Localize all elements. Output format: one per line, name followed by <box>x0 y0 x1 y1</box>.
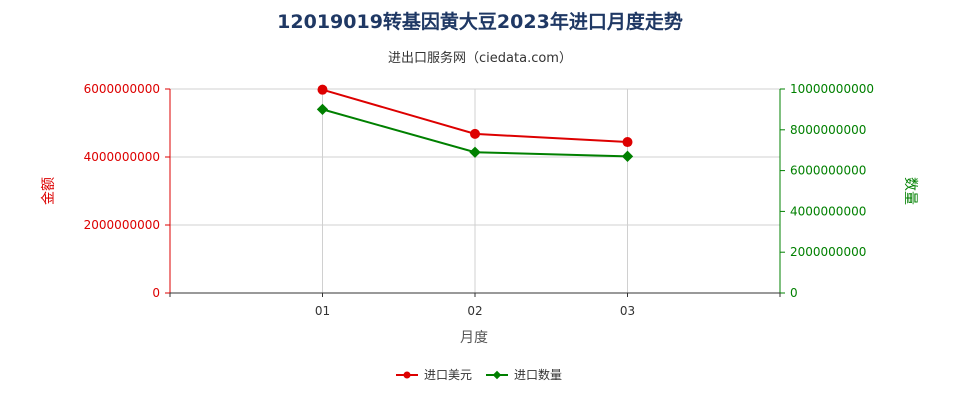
right-tick-label: 10000000000 <box>790 82 874 96</box>
right-tick-label: 8000000000 <box>790 123 866 137</box>
right-axis-title: 数量 <box>902 177 918 205</box>
right-tick-label: 2000000000 <box>790 245 866 259</box>
legend-marker <box>492 370 502 380</box>
legend-marker <box>403 371 411 379</box>
chart-subtitle: 进出口服务网（ciedata.com） <box>388 50 572 66</box>
chart-title: 12019019转基因黄大豆2023年进口月度走势 <box>277 10 683 33</box>
legend-label[interactable]: 进口美元 <box>424 368 472 382</box>
x-axis-title: 月度 <box>460 330 488 346</box>
data-point[interactable] <box>469 146 481 158</box>
data-point[interactable] <box>621 150 634 162</box>
x-tick-label: 03 <box>620 304 635 318</box>
legend-label[interactable]: 进口数量 <box>514 367 562 382</box>
left-tick-label: 4000000000 <box>84 150 160 164</box>
grid <box>169 88 781 294</box>
right-tick-label: 4000000000 <box>790 204 866 218</box>
x-tick-label: 02 <box>467 304 482 318</box>
data-point[interactable] <box>470 128 480 139</box>
left-tick-label: 2000000000 <box>84 218 160 232</box>
legend: 进口美元 进口数量 <box>396 367 562 382</box>
right-tick-label: 6000000000 <box>790 164 866 178</box>
left-tick-label: 6000000000 <box>84 82 160 96</box>
left-tick-label: 0 <box>152 286 160 300</box>
data-point[interactable] <box>316 103 329 116</box>
data-point[interactable] <box>317 84 328 95</box>
right-tick-label: 0 <box>790 286 798 300</box>
data-point[interactable] <box>622 137 633 148</box>
ticks: 0 2000000000 4000000000 6000000000 0 20000000… <box>84 82 874 318</box>
left-axis-title: 金额 <box>41 177 57 205</box>
x-tick-label: 01 <box>315 304 330 318</box>
